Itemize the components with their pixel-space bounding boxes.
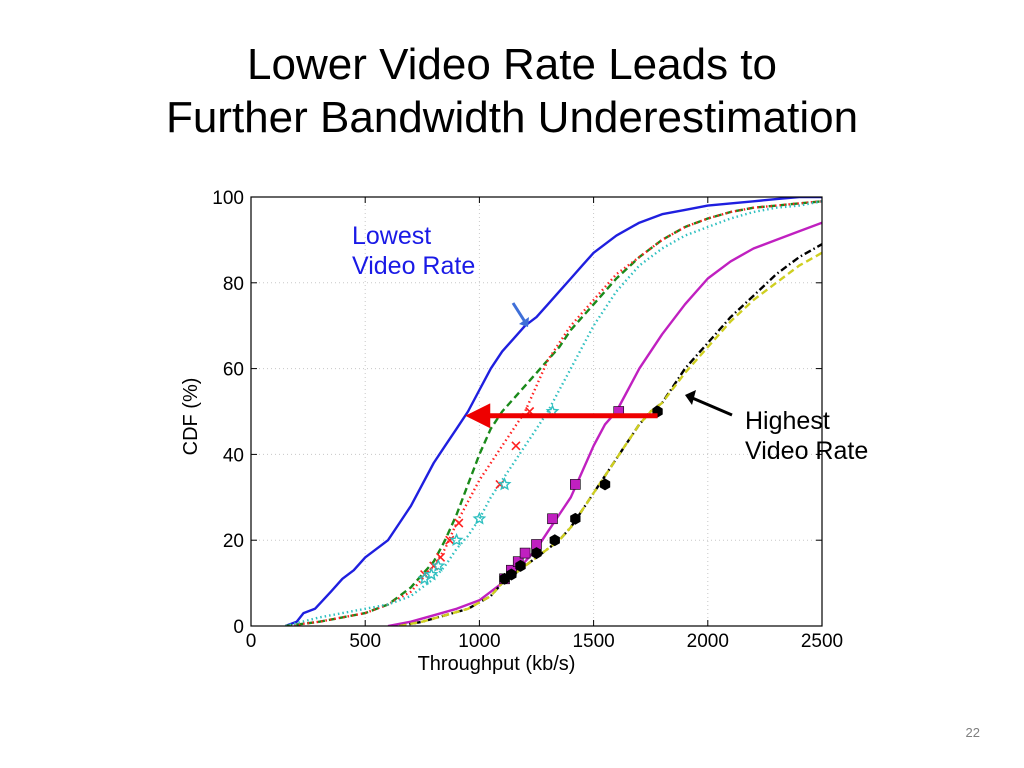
series-5-marker [570,479,581,490]
y-tick-label: 20 [223,531,244,552]
series-4-marker [472,511,487,525]
x-tick-label: 1000 [458,631,500,652]
series-line-5 [387,221,822,626]
x-tick-label: 2000 [687,631,729,652]
annotation-highest-line-1: Highest [745,407,830,435]
highest-pointer-arrow [689,395,733,417]
series-6-marker [515,559,526,572]
series-3-marker [445,535,455,545]
title-line-2: Further Bandwidth Underestimation [165,93,859,142]
series-line-7 [399,251,822,626]
y-axis-label: CDF (%) [180,378,202,456]
page-number: 22 [965,725,980,740]
series-6-marker [570,512,581,525]
series-4-marker [497,477,512,491]
highest-pointer-arrowhead [685,390,696,405]
annotation-lowest-line-1: Lowest [352,222,432,250]
series-3-marker [454,518,464,528]
series-4-marker [424,567,439,581]
plot-area [251,197,822,626]
title-line-1: Lower Video Rate Leads to [247,40,777,89]
x-tick-label: 0 [246,631,257,652]
y-tick-label: 40 [223,445,244,466]
slide-title: Lower Video Rate Leads to Further Bandwi… [0,38,1024,144]
x-tick-label: 500 [349,631,381,652]
series-4-marker [449,532,464,547]
series-6-marker [506,568,517,581]
annotation-highest-video-rate: Highest Video Rate [745,406,868,466]
series-4-marker [431,558,446,572]
y-tick-label: 0 [233,617,244,638]
annotation-lowest-video-rate: Lowest Video Rate [352,221,475,281]
annotation-lowest-line-2: Video Rate [352,252,476,280]
series-group [284,197,822,626]
series-5-marker [547,513,558,525]
y-tick-label: 80 [223,274,244,295]
series-line-3 [285,200,822,626]
series-6-marker [549,534,560,547]
y-tick-label: 60 [223,360,244,381]
lowest-pointer-arrowhead [519,317,529,327]
series-3-marker [511,441,521,451]
series-5-marker [519,547,531,559]
series-line-1 [284,197,822,626]
x-tick-label: 1500 [572,631,614,652]
y-tick-label: 100 [212,188,244,209]
annotation-highest-line-2: Video Rate [745,437,869,465]
x-axis-label: Throughput (kb/s) [418,653,576,675]
x-tick-label: 2500 [801,631,843,652]
axes-frame [250,196,823,627]
series-6-marker [531,547,542,560]
series-6-marker [599,478,611,491]
